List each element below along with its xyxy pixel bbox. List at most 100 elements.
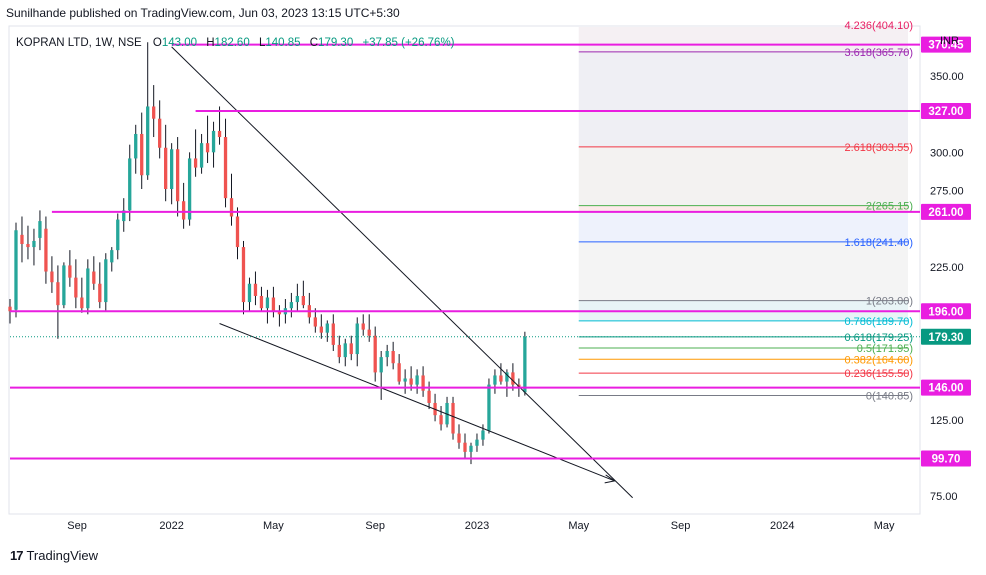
fib-band [578,211,909,242]
legend-open-label: O [153,37,162,49]
candle-body [511,372,515,385]
y-tick-label: 125.00 [930,415,964,427]
candle-body [409,378,413,385]
x-tick-label: Sep [671,520,691,532]
candle [146,42,150,180]
candle-body [104,259,108,303]
candle [56,265,60,339]
candle-body [98,283,102,303]
candle [86,259,90,315]
candle-body [523,336,527,393]
fib-level-label: 2(265.15) [866,201,913,213]
candle-body [253,283,258,296]
candle [140,112,144,189]
candle [241,240,246,315]
candle-body [469,445,473,452]
candle [415,369,419,394]
candle [397,354,401,385]
candle-body [122,210,126,222]
candle-body [385,351,389,358]
candle [217,106,222,145]
candle [175,137,180,217]
candle [98,262,102,309]
legend-high-label: H [206,37,214,49]
candle-body [8,306,12,312]
candle [152,85,156,138]
candle-body [50,271,54,283]
candle-body [367,329,371,336]
candle [445,396,449,428]
candle [391,341,395,370]
candle-body [164,147,168,189]
x-tick-label: 2022 [159,520,183,532]
candle [319,314,323,339]
candle [271,286,276,318]
candle-body [223,137,228,199]
candle-body [146,106,150,176]
legend-low-label: L [259,37,266,49]
candle [523,331,527,396]
y-tick-label: 75.00 [930,491,958,503]
candle [199,133,204,174]
trendline [171,46,633,499]
candles [8,42,527,465]
candle [181,182,186,229]
candle [187,152,192,226]
fibonacci-background [578,27,909,321]
candle [122,198,126,232]
candle [62,262,66,309]
candle-body [134,133,138,159]
y-tick-label: 275.00 [930,186,964,198]
candle-body [181,201,186,220]
candle [505,369,509,397]
legend-high: 182.60 [215,37,250,49]
candle-body [295,295,300,303]
plot-frame [8,25,921,515]
legend-symbol: KOPRAN LTD, 1W, NSE [16,37,142,49]
candle [265,289,270,324]
candle-body [325,323,329,333]
candle-body [313,317,317,327]
candle-body [229,198,234,217]
candle-body [158,118,162,148]
candle [331,314,335,351]
trendline-arrow [604,474,616,484]
candle [92,256,96,290]
fib-band [578,205,909,212]
candle-body [397,363,401,382]
tradingview-brand: TradingView [26,548,99,563]
fib-level-label: 4.236(404.10) [845,20,914,32]
candle [469,442,473,465]
candle-body [373,335,377,373]
candle-body [62,265,66,306]
candle [499,363,503,385]
candle [26,225,30,260]
legend-low: 140.85 [265,37,300,49]
candle [343,338,347,367]
candle [32,228,36,266]
tradingview-footer[interactable]: 17 TradingView [10,548,98,563]
candle-body [439,415,443,425]
candle-body [499,375,503,382]
x-tick-label: May [874,520,895,532]
price-badge-label: 146.00 [928,383,963,395]
candle [355,317,359,367]
candle-body [175,149,180,202]
candle-body [110,250,114,263]
candle-body [355,323,359,355]
candle-body [259,295,264,309]
candle [325,320,329,342]
publisher-line: Sunilhande published on TradingView.com,… [6,6,400,20]
y-tick-label: 300.00 [930,147,964,159]
candle [403,369,407,394]
symbol-legend: KOPRAN LTD, 1W, NSE O143.00 H182.60 L140… [16,37,455,49]
candle-body [337,344,341,358]
x-tick-label: May [568,520,589,532]
candle [307,292,311,324]
fib-level-label: 0.786(189.70) [845,316,914,328]
candle-body [20,234,24,245]
fib-level-label: 0.236(155.50) [845,368,914,380]
candle-body [116,219,120,251]
candle [349,335,353,361]
